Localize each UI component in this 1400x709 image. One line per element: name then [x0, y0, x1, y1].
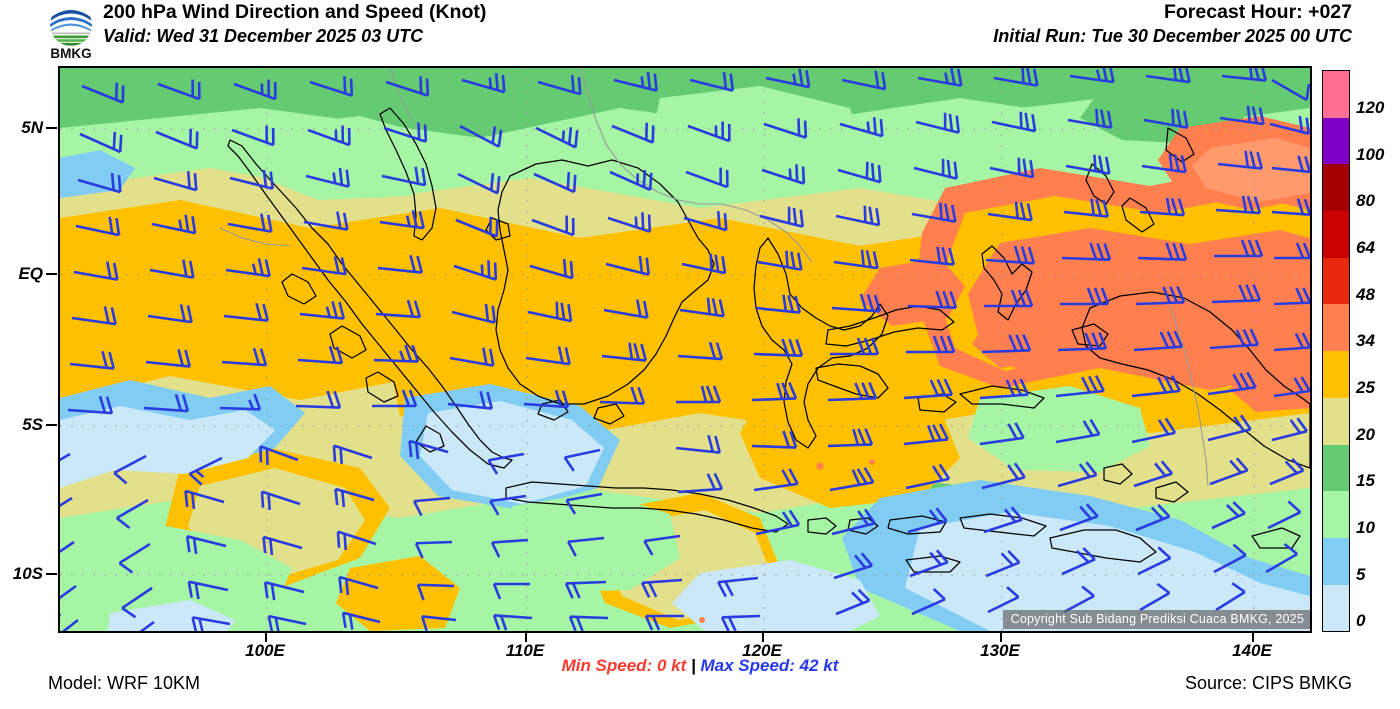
- x-axis-label-100e: 100E: [245, 641, 285, 660]
- colorbar-label-5: 5: [1356, 565, 1366, 584]
- map-frame: Copyright Sub Bidang Prediksi Cuaca BMKG…: [58, 66, 1312, 633]
- colorbar-label-48: 48: [1356, 285, 1375, 304]
- colorbar-band-25-34: [1323, 304, 1349, 352]
- x-tick-110e: [525, 633, 527, 642]
- colorbar-band-5-10: [1323, 491, 1349, 538]
- x-axis-label-140e: 140E: [1232, 641, 1272, 660]
- colorbar-label-34: 34: [1356, 331, 1375, 350]
- colorbar-label-120: 120: [1356, 98, 1385, 117]
- run-info-block: Forecast Hour: +027 Initial Run: Tue 30 …: [993, 1, 1352, 48]
- x-tick-100e: [265, 633, 267, 642]
- bmkg-logo: BMKG: [50, 4, 92, 60]
- colorbar-band-100-120: [1323, 71, 1349, 118]
- colorbar-band-20-25: [1323, 351, 1349, 398]
- y-tick-10s: [46, 573, 57, 575]
- colorbar-band-80-100: [1323, 117, 1349, 165]
- x-axis-label-110e: 110E: [505, 641, 545, 660]
- colorbar-label-25: 25: [1356, 378, 1375, 397]
- x-tick-140e: [1252, 633, 1254, 642]
- copyright-watermark: Copyright Sub Bidang Prediksi Cuaca BMKG…: [1002, 610, 1310, 629]
- y-tick-5n: [46, 127, 57, 129]
- colorbar-label-10: 10: [1356, 518, 1375, 537]
- x-tick-130e: [1000, 633, 1002, 642]
- colorbar-band-15-20: [1323, 397, 1349, 445]
- x-axis-label-130e: 130E: [980, 641, 1020, 660]
- colorbar-band-64-80: [1323, 164, 1349, 212]
- speed-colorbar[interactable]: [1322, 70, 1350, 632]
- valid-time-label: Valid: Wed 31 December 2025 03 UTC: [103, 26, 424, 46]
- forecast-hour-label: Forecast Hour: +027: [1163, 1, 1352, 23]
- source-label: Source: CIPS BMKG: [1184, 673, 1352, 693]
- y-tick-5s: [46, 424, 57, 426]
- y-tick-eq: [46, 273, 57, 275]
- x-axis-label-120e: 120E: [742, 641, 782, 660]
- min-speed-label: Min Speed: 0 kt: [561, 656, 687, 675]
- colorbar-label-0: 0: [1356, 611, 1366, 630]
- colorbar-label-15: 15: [1356, 471, 1375, 490]
- wind-speed-map: [60, 68, 1310, 631]
- x-tick-120e: [762, 633, 764, 642]
- map-container[interactable]: Copyright Sub Bidang Prediksi Cuaca BMKG…: [46, 66, 1312, 642]
- colorbar-label-20: 20: [1356, 425, 1375, 444]
- colorbar-band-below-0: [1323, 584, 1349, 632]
- max-speed-label: Max Speed: 42 kt: [700, 656, 839, 675]
- speed-summary: Min Speed: 0 kt | Max Speed: 42 kt: [0, 656, 1400, 676]
- colorbar-band-34-48: [1323, 257, 1349, 305]
- colorbar-band-10-15: [1323, 444, 1349, 492]
- y-axis-label-eq: EQ: [18, 264, 43, 283]
- page-header: BMKG 200 hPa Wind Direction and Speed (K…: [0, 0, 1400, 62]
- y-axis-label-10s: 10S: [12, 564, 43, 583]
- minmax-separator: |: [690, 656, 696, 675]
- colorbar-band-0-5: [1323, 537, 1349, 585]
- y-axis-label-5n: 5N: [21, 118, 43, 137]
- initial-run-label: Initial Run: Tue 30 December 2025 00 UTC: [993, 26, 1352, 46]
- svg-text:BMKG: BMKG: [50, 46, 91, 60]
- colorbar-label-80: 80: [1356, 191, 1375, 210]
- colorbar-label-100: 100: [1356, 145, 1385, 164]
- colorbar-label-64: 64: [1356, 238, 1375, 257]
- y-axis-label-5s: 5S: [22, 415, 43, 434]
- title-block: 200 hPa Wind Direction and Speed (Knot) …: [103, 1, 486, 48]
- page-title: 200 hPa Wind Direction and Speed (Knot): [103, 1, 487, 23]
- model-label: Model: WRF 10KM: [48, 673, 201, 693]
- colorbar-band-48-64: [1323, 211, 1349, 258]
